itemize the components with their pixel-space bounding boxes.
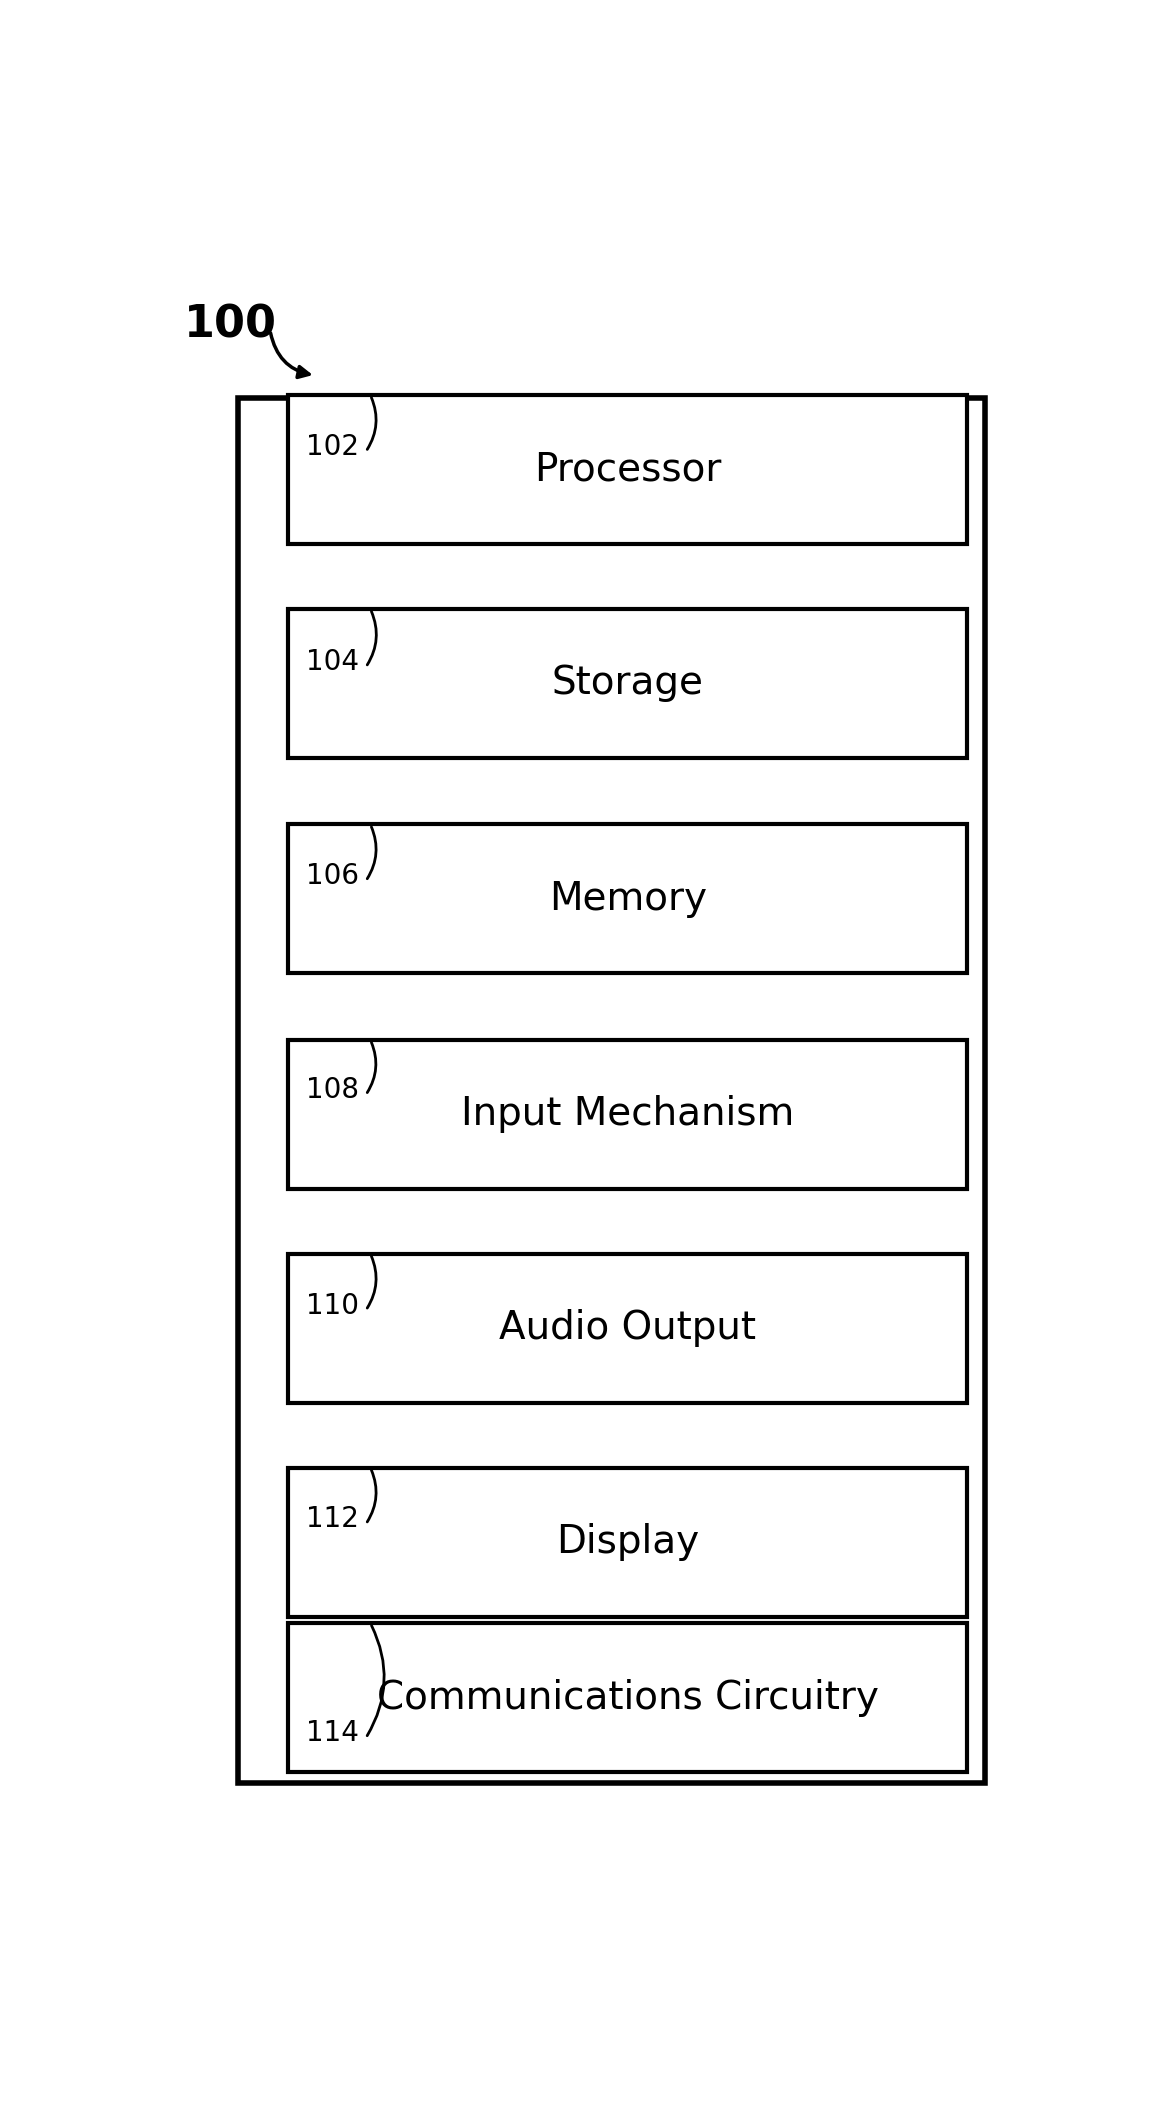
Text: Storage: Storage — [552, 665, 703, 703]
Text: 104: 104 — [307, 648, 360, 675]
Text: Processor: Processor — [534, 450, 721, 488]
Text: 114: 114 — [307, 1719, 360, 1746]
Text: Memory: Memory — [549, 879, 707, 917]
Bar — [288, 825, 967, 974]
Text: 106: 106 — [307, 863, 360, 890]
Text: 100: 100 — [183, 303, 276, 347]
Text: 110: 110 — [307, 1292, 360, 1319]
Bar — [288, 1254, 967, 1403]
Text: Input Mechanism: Input Mechanism — [461, 1096, 795, 1134]
Bar — [288, 1469, 967, 1616]
Text: 108: 108 — [307, 1075, 360, 1105]
Bar — [288, 1039, 967, 1189]
Text: Communications Circuitry: Communications Circuitry — [376, 1679, 878, 1717]
Text: 112: 112 — [307, 1504, 360, 1534]
Text: Display: Display — [556, 1523, 700, 1561]
Text: 102: 102 — [307, 433, 360, 461]
Bar — [288, 608, 967, 757]
Text: Audio Output: Audio Output — [500, 1309, 756, 1347]
Bar — [288, 1622, 967, 1772]
Bar — [238, 398, 985, 1784]
Bar — [288, 396, 967, 545]
